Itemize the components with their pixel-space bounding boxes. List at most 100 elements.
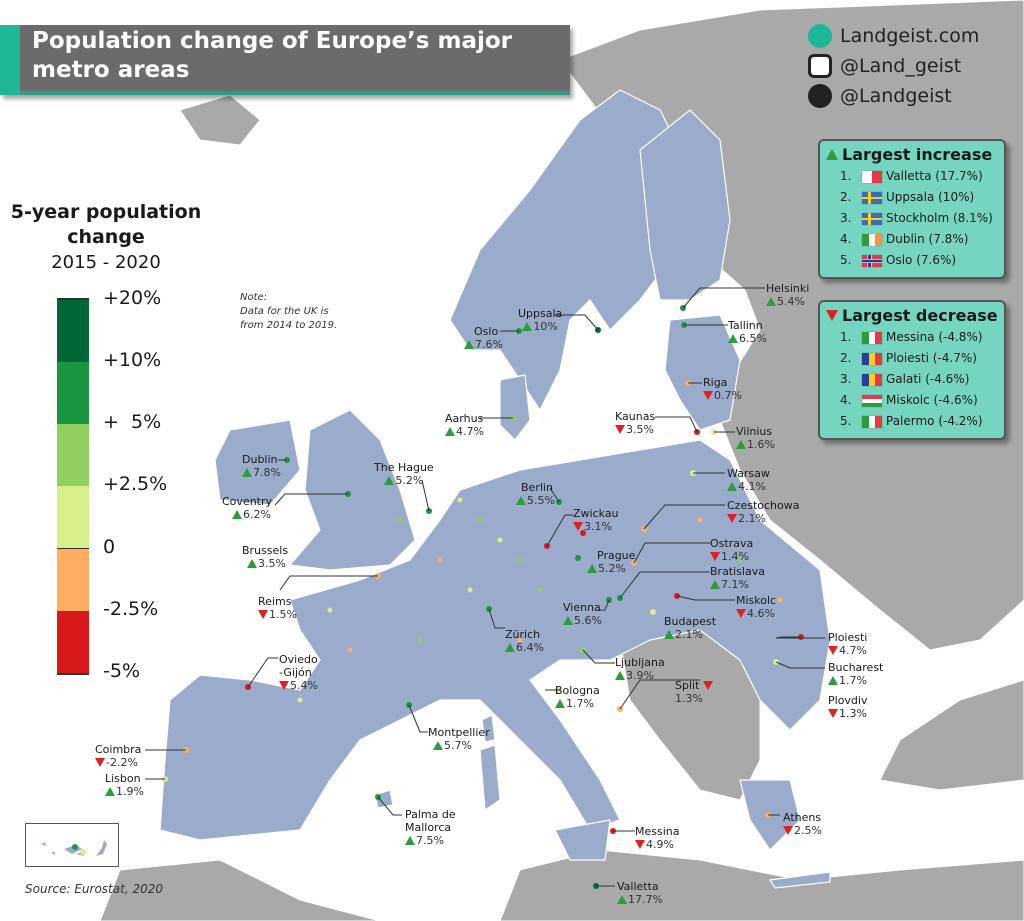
- data-land: [159, 89, 831, 889]
- scale-bin-10-20: [57, 300, 89, 362]
- up-triangle-icon: [516, 496, 526, 505]
- up-triangle-icon: [555, 699, 565, 708]
- city-value: 2.5%: [794, 824, 822, 837]
- city-name: Prague: [597, 549, 636, 562]
- city-name: Messina: [635, 825, 680, 838]
- list-item: 1. Messina (-4.8%): [826, 327, 998, 348]
- city-name: Split: [675, 679, 714, 692]
- scale-label-20: +20%: [103, 287, 162, 309]
- city-value: 6.4%: [516, 641, 544, 654]
- instagram-label: @Land_geist: [840, 55, 962, 77]
- up-triangle-icon: [247, 559, 257, 568]
- city-label-ostrava: Ostrava 1.4%: [710, 537, 753, 563]
- down-triangle-icon: [783, 826, 793, 835]
- city-value: 5.2%: [598, 562, 626, 575]
- city-label-zwickau: Zwickau 3.1%: [573, 507, 619, 533]
- down-triangle-icon: [828, 709, 838, 718]
- largest-decrease-panel: Largest decrease 1. Messina (-4.8%) 2. P…: [818, 300, 1006, 440]
- city-name: Miskolc: [736, 594, 777, 607]
- twitter-link[interactable]: @Landgeist: [808, 84, 952, 108]
- city-label-brussels: Brussels 3.5%: [242, 544, 288, 570]
- note-line: from 2014 to 2019.: [240, 320, 338, 331]
- scale-bin-0-2.5: [57, 486, 89, 548]
- city-name: Ljubljana: [615, 656, 665, 669]
- city-name: Dublin: [242, 453, 278, 466]
- city-label-vienna: Vienna 5.6%: [563, 601, 602, 627]
- city-label-oslo: Oslo 7.6%: [464, 325, 503, 351]
- city-value: 5.2%: [395, 474, 424, 487]
- city-value: 17.7%: [628, 893, 663, 906]
- city-label-split: Split 1.3%: [675, 679, 714, 705]
- city-label-montpellier: Montpellier 5.7%: [428, 726, 490, 752]
- up-triangle-icon: [505, 643, 515, 652]
- rank-number: 5.: [840, 414, 852, 428]
- ireland-flag-icon: [862, 233, 883, 246]
- city-value: 4.9%: [646, 838, 674, 851]
- rank-city: Valletta (17.7%): [886, 169, 983, 183]
- rank-city: Galati (-4.6%): [886, 372, 970, 386]
- list-item: 2. Ploiesti (-4.7%): [826, 348, 998, 369]
- uk-note: Note: Data for the UK is from 2014 to 20…: [240, 291, 337, 333]
- up-triangle-icon: [766, 297, 776, 306]
- city-name: Oslo: [474, 325, 499, 338]
- color-scale: [57, 298, 89, 675]
- website-label: Landgeist.com: [840, 25, 980, 47]
- city-name: Bratislava: [710, 565, 765, 578]
- down-triangle-icon: [710, 552, 720, 561]
- city-value: 5.6%: [574, 614, 602, 627]
- rank-number: 3.: [840, 372, 852, 386]
- city-value: 4.1%: [738, 480, 766, 493]
- down-triangle-icon: [95, 758, 105, 767]
- city-value: 7.8%: [253, 466, 281, 479]
- scale-label-10: +10%: [103, 349, 162, 371]
- city-value: 0.7%: [714, 389, 742, 402]
- up-triangle-icon: [727, 482, 737, 491]
- city-label-kaunas: Kaunas 3.5%: [615, 410, 655, 436]
- source-credit: Source: Eurostat, 2020: [25, 882, 163, 896]
- city-label-palma-de-mallorca: Palma de Mallorca 7.5%: [405, 808, 456, 847]
- city-name: Vienna: [563, 601, 601, 614]
- legend-years: 2015 - 2020: [51, 252, 161, 273]
- city-label-ljubljana: Ljubljana 3.9%: [615, 656, 665, 682]
- up-triangle-icon: [710, 580, 720, 589]
- city-value: 1.3%: [675, 692, 703, 705]
- rank-number: 2.: [840, 351, 852, 365]
- instagram-link[interactable]: @Land_geist: [808, 54, 961, 78]
- list-item: 4. Dublin (7.8%): [826, 229, 998, 250]
- city-value: 4.7%: [456, 425, 484, 438]
- rank-number: 1.: [840, 169, 852, 183]
- up-triangle-icon: [828, 676, 838, 685]
- rank-number: 2.: [840, 190, 852, 204]
- largest-increase-heading: Largest increase: [826, 145, 998, 164]
- city-name: Berlin: [521, 481, 553, 494]
- website-link[interactable]: Landgeist.com: [808, 24, 979, 48]
- city-value: 3.9%: [626, 669, 654, 682]
- legend-title: 5-year population change: [10, 201, 202, 248]
- rank-city: Messina (-4.8%): [886, 330, 983, 344]
- city-label-the-hague: The Hague 5.2%: [374, 461, 434, 487]
- list-item: 5. Oslo (7.6%): [826, 250, 998, 271]
- scale-bin-5-10: [57, 362, 89, 424]
- largest-increase-panel: Largest increase 1. Valletta (17.7%) 2. …: [818, 139, 1006, 279]
- leader-lines: [145, 287, 825, 887]
- rank-number: 1.: [840, 330, 852, 344]
- city-label-coimbra: Coimbra -2.2%: [95, 743, 141, 769]
- italy-flag-icon: [862, 415, 883, 428]
- city-name: Coventry: [222, 495, 273, 508]
- instagram-icon: [808, 54, 832, 78]
- city-name: Plovdiv: [828, 694, 868, 707]
- down-triangle-icon: [727, 514, 737, 523]
- rank-city: Oslo (7.6%): [886, 253, 957, 267]
- city-label-miskolc: Miskolc 4.6%: [736, 594, 776, 620]
- city-name: Riga: [703, 376, 728, 389]
- scale-label-0: 0: [103, 536, 116, 558]
- city-name: Zürich: [505, 628, 541, 641]
- list-item: 4. Miskolc (-4.6%): [826, 390, 998, 411]
- down-triangle-icon: [703, 391, 713, 400]
- down-triangle-icon: [635, 840, 645, 849]
- sweden-flag-icon: [862, 212, 882, 225]
- rank-number: 4.: [840, 232, 852, 246]
- city-value: 5.4%: [290, 679, 318, 692]
- up-triangle-icon: [242, 468, 252, 477]
- city-name: Brussels: [242, 544, 289, 557]
